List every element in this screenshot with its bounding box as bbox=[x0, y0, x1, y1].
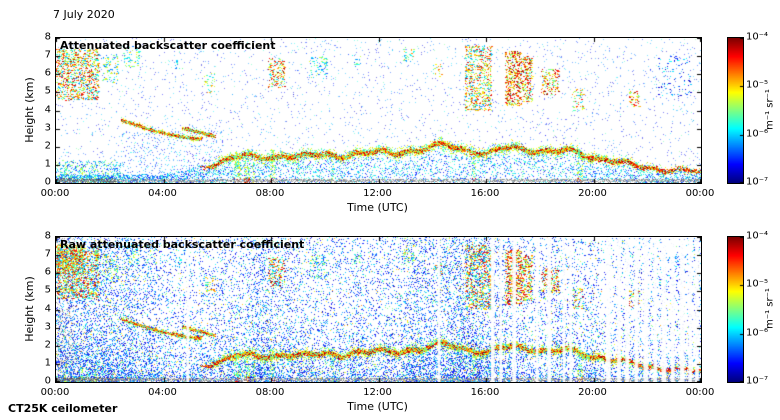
colorbar-tick-label: 10⁻⁵ bbox=[746, 278, 769, 290]
y-tick-label: 6 bbox=[44, 67, 51, 79]
y-tick-label: 0 bbox=[44, 176, 51, 188]
x-tick-label: 00:00 bbox=[40, 188, 70, 199]
colorbar-bottom-gradient bbox=[728, 237, 743, 382]
x-tick-label: 12:00 bbox=[363, 188, 392, 199]
y-tick-label: 6 bbox=[44, 266, 51, 278]
colorbar-tick-label: 10⁻⁷ bbox=[746, 176, 769, 188]
colorbar-tick-label: 10⁻⁶ bbox=[746, 327, 769, 339]
raw-backscatter-heatmap bbox=[56, 237, 701, 382]
y-tick-label: 4 bbox=[44, 303, 51, 314]
y-tick-label: 3 bbox=[44, 122, 51, 134]
x-tick-label: 16:00 bbox=[470, 387, 500, 398]
x-tick-label: 04:00 bbox=[148, 387, 177, 398]
date-label: 7 July 2020 bbox=[53, 8, 115, 21]
time-axis-label-bottom: Time (UTC) bbox=[347, 400, 408, 413]
y-tick-label: 2 bbox=[44, 339, 51, 351]
y-tick-label: 7 bbox=[44, 248, 51, 260]
y-tick-label: 5 bbox=[44, 284, 51, 296]
y-tick-label: 8 bbox=[44, 230, 51, 242]
y-tick-label: 3 bbox=[44, 321, 51, 333]
colorbar-tick-label: 10⁻⁴ bbox=[746, 31, 769, 43]
x-tick-label: 16:00 bbox=[470, 188, 500, 199]
y-tick-label: 1 bbox=[44, 158, 51, 170]
x-tick-label: 20:00 bbox=[578, 387, 607, 398]
colorbar-tick-label: 10⁻⁶ bbox=[746, 128, 769, 140]
y-tick-label: 1 bbox=[44, 357, 51, 369]
y-tick-label: 7 bbox=[44, 49, 51, 61]
x-tick-label: 00:00 bbox=[40, 387, 70, 398]
colorbar-tick-label: 10⁻⁴ bbox=[746, 230, 769, 242]
y-tick-label: 8 bbox=[44, 31, 51, 43]
processed-backscatter-plot: Attenuated backscatter coefficient bbox=[55, 37, 702, 184]
x-tick-label: 20:00 bbox=[578, 188, 607, 199]
colorbar-tick-label: 10⁻⁷ bbox=[746, 375, 769, 387]
colorbar-bottom bbox=[727, 236, 744, 383]
x-tick-label: 08:00 bbox=[255, 188, 285, 199]
colorbar-top-gradient bbox=[728, 38, 743, 183]
colorbar-tick-label: 10⁻⁵ bbox=[746, 79, 769, 91]
y-tick-label: 0 bbox=[44, 375, 51, 387]
raw-backscatter-plot: Raw attenuated backscatter coefficient bbox=[55, 236, 702, 383]
x-tick-label: 00:00 bbox=[685, 387, 715, 398]
raw-panel-title: Raw attenuated backscatter coefficient bbox=[60, 238, 305, 251]
x-tick-label: 12:00 bbox=[363, 387, 392, 398]
instrument-label: CT25K ceilometer bbox=[8, 402, 118, 415]
y-tick-label: 4 bbox=[44, 104, 51, 115]
y-tick-label: 2 bbox=[44, 140, 51, 152]
processed-panel-title: Attenuated backscatter coefficient bbox=[60, 39, 276, 52]
x-tick-label: 00:00 bbox=[685, 188, 715, 199]
time-axis-label-top: Time (UTC) bbox=[347, 201, 408, 214]
colorbar-top bbox=[727, 37, 744, 184]
processed-backscatter-heatmap bbox=[56, 38, 701, 183]
x-tick-label: 04:00 bbox=[148, 188, 177, 199]
x-tick-label: 08:00 bbox=[255, 387, 285, 398]
y-tick-label: 5 bbox=[44, 85, 51, 97]
